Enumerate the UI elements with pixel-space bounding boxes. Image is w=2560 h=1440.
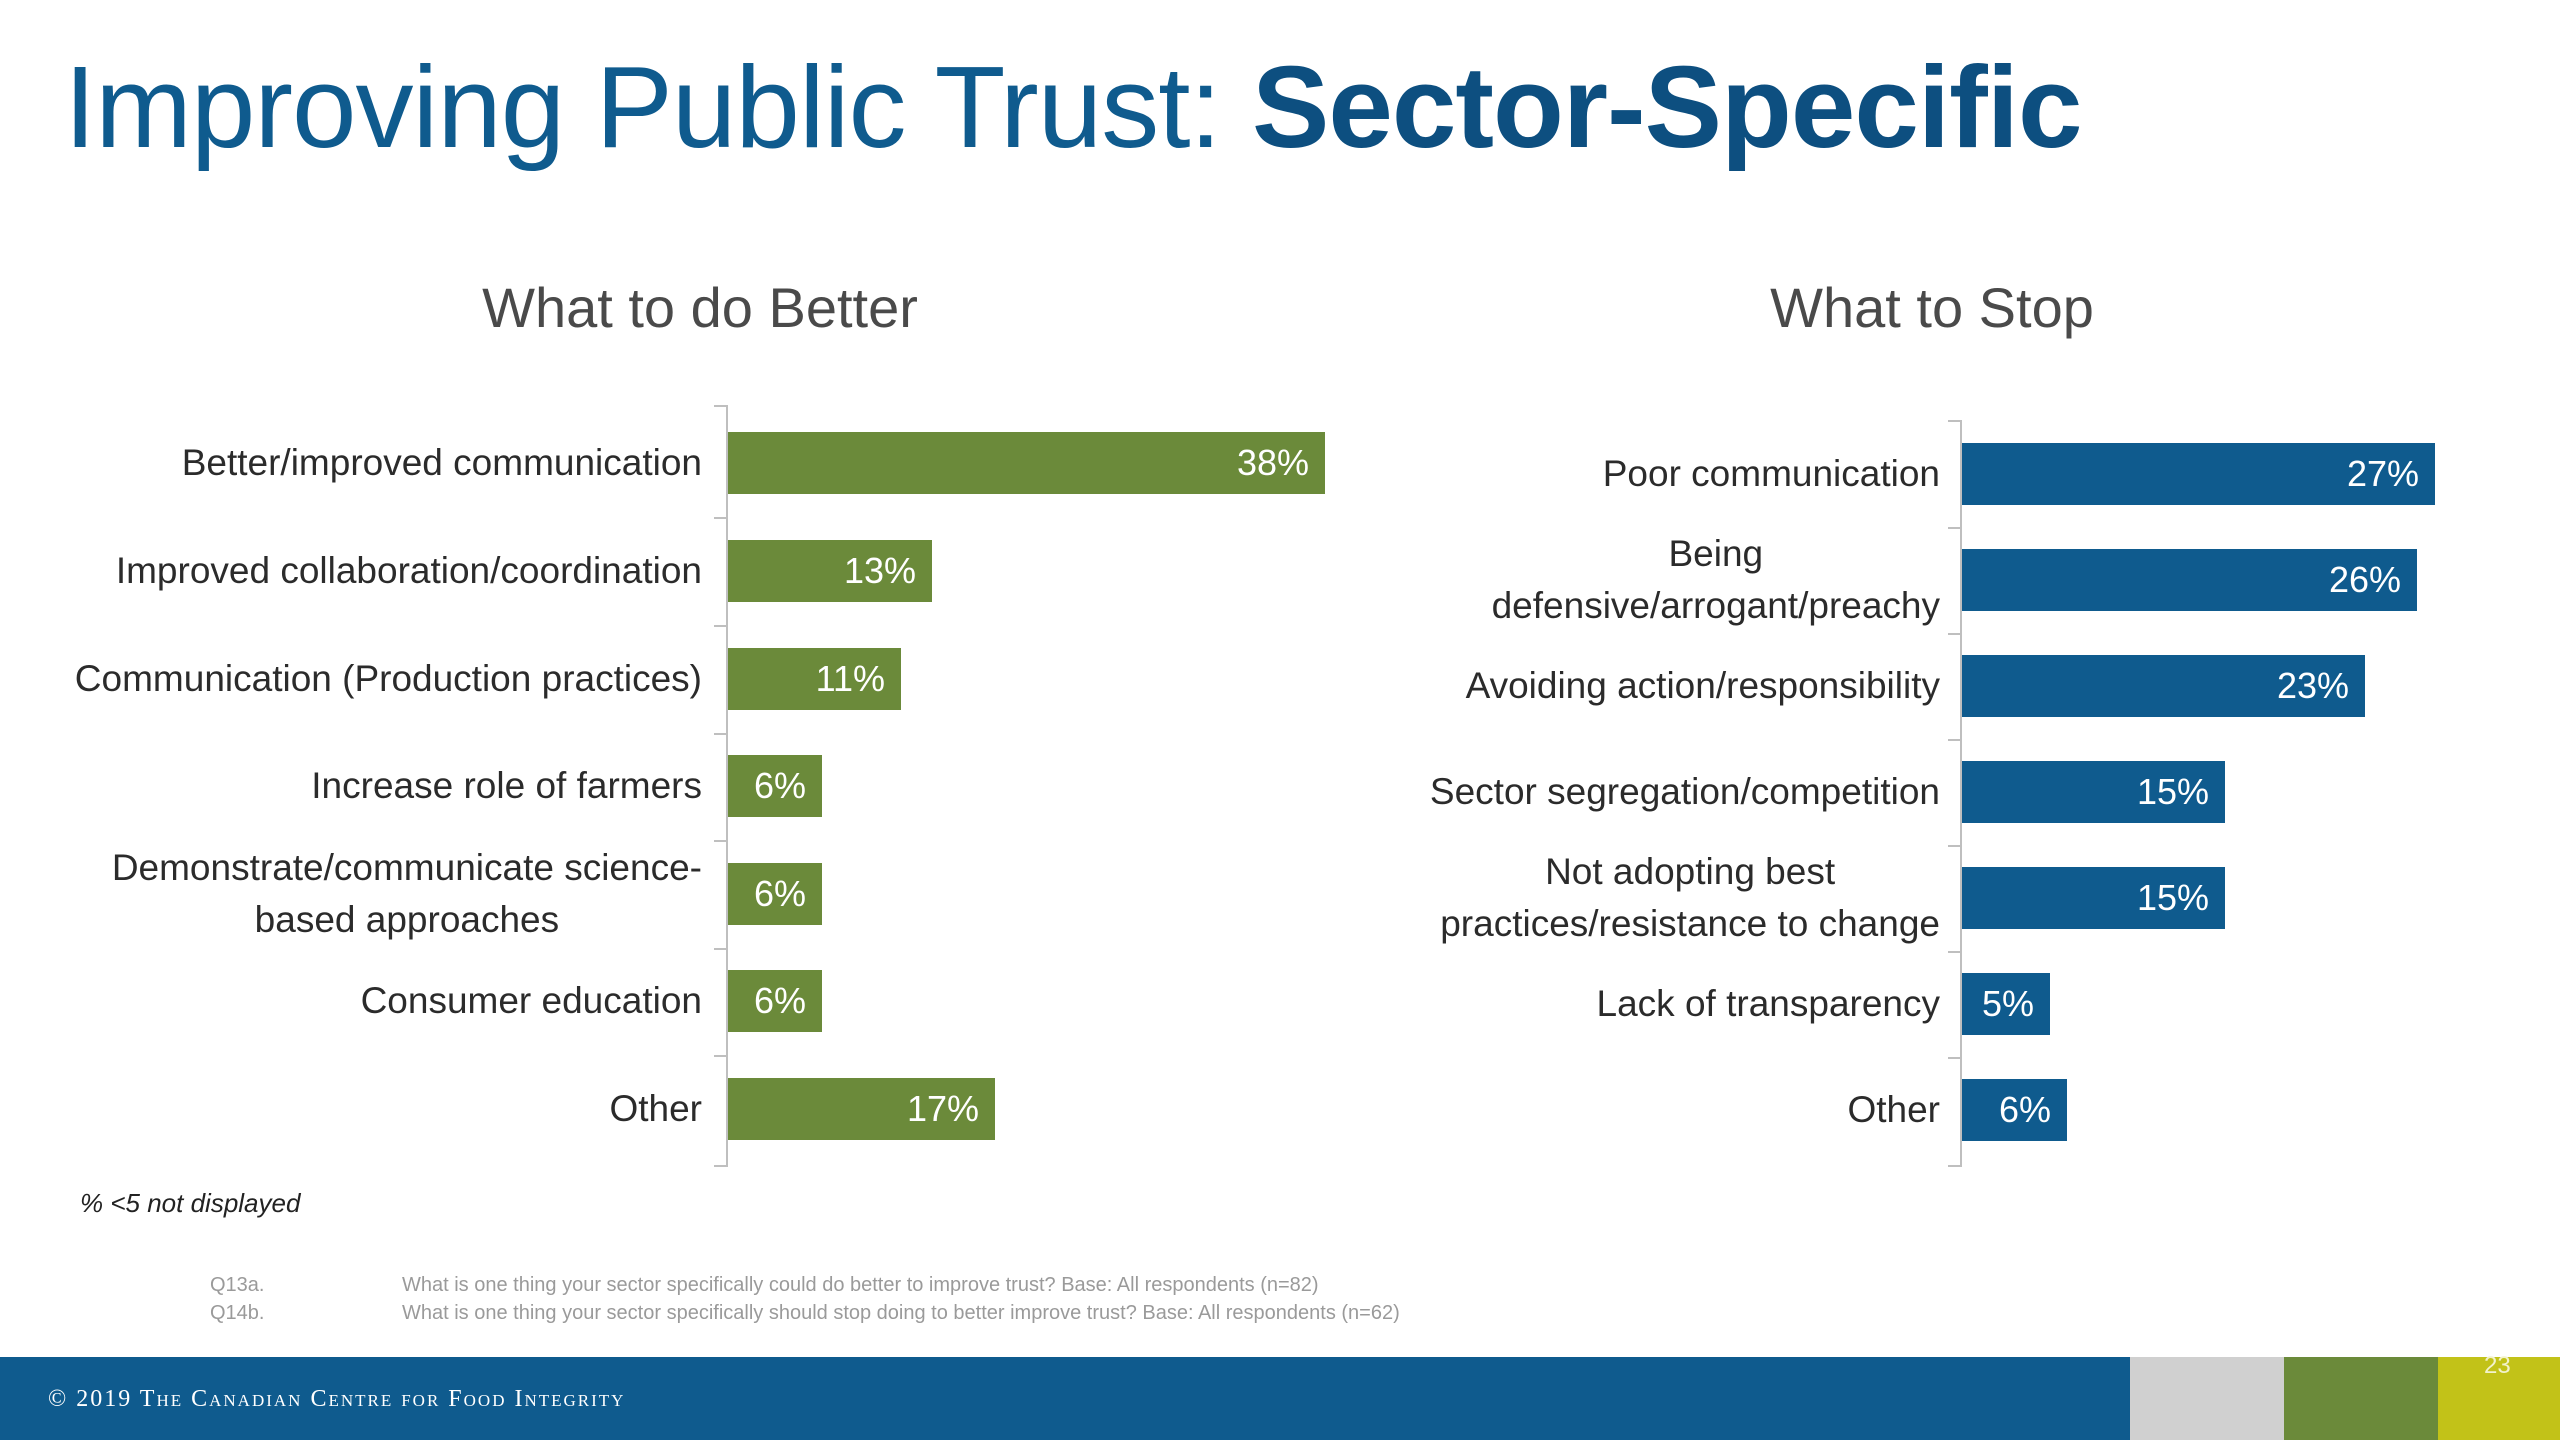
axis-tick xyxy=(714,517,728,519)
bar: 26% xyxy=(1962,549,2417,611)
bar-value-label: 15% xyxy=(2136,771,2209,812)
bar: 6% xyxy=(728,863,822,925)
axis-tick xyxy=(1948,1057,1962,1059)
category-label: Improved collaboration/coordination xyxy=(115,550,702,591)
bar: 15% xyxy=(1962,867,2225,929)
category-label: Sector segregation/competition xyxy=(1429,771,1940,812)
axis-tick xyxy=(714,625,728,627)
axis-tick xyxy=(1948,951,1962,953)
footer-block-gray xyxy=(2130,1357,2284,1440)
category-label: Not adopting best practices/resistance to… xyxy=(1440,851,1940,944)
slide-title-regular: Improving Public Trust: xyxy=(64,42,1252,172)
bar-value-label: 38% xyxy=(1236,442,1309,483)
footer-block-yellow xyxy=(2438,1357,2560,1440)
footer-copyright: © 2019 The Canadian Centre for Food Inte… xyxy=(48,1386,626,1412)
chart-title-stop: What to Stop xyxy=(1770,276,2094,339)
category-label: Other xyxy=(1847,1089,1940,1130)
axis-tick xyxy=(714,1055,728,1057)
bar: 13% xyxy=(728,540,932,602)
category-label: Better/improved communication xyxy=(181,442,702,483)
bar-value-label: 23% xyxy=(2276,665,2349,706)
bar: 23% xyxy=(1962,655,2365,717)
axis-tick xyxy=(1948,633,1962,635)
axis-tick xyxy=(1948,845,1962,847)
question-code: Q14b. xyxy=(210,1302,265,1324)
axis-tick xyxy=(1948,739,1962,741)
question-code: Q13a. xyxy=(210,1274,265,1296)
bar-value-label: 13% xyxy=(843,550,916,591)
question-text: What is one thing your sector specifical… xyxy=(402,1274,1319,1296)
category-label: Avoiding action/responsibility xyxy=(1465,665,1940,706)
bar: 27% xyxy=(1962,443,2435,505)
footnote: % <5 not displayed xyxy=(80,1188,301,1218)
bar: 15% xyxy=(1962,761,2225,823)
slide-title-bold: Sector-Specific xyxy=(1252,42,2083,172)
bar: 17% xyxy=(728,1078,995,1140)
bar: 6% xyxy=(728,970,822,1032)
category-label: Increase role of farmers xyxy=(311,765,702,806)
y-axis-line xyxy=(726,405,728,1165)
bar-value-label: 27% xyxy=(2346,453,2419,494)
axis-tick xyxy=(1948,420,1962,422)
axis-tick xyxy=(714,1165,728,1167)
bar-value-label: 6% xyxy=(753,980,806,1021)
bar-value-label: 6% xyxy=(753,873,806,914)
bar-value-label: 11% xyxy=(815,658,885,699)
category-label: Demonstrate/communicate science-based ap… xyxy=(111,847,702,940)
footer-bar xyxy=(0,1357,2130,1440)
y-axis-line xyxy=(1960,420,1962,1165)
slide-title: Improving Public Trust: Sector-Specific xyxy=(64,40,2083,174)
bar-value-label: 26% xyxy=(2328,559,2401,600)
axis-tick xyxy=(714,405,728,407)
axis-tick xyxy=(714,840,728,842)
category-label: Other xyxy=(609,1088,702,1129)
axis-tick xyxy=(1948,527,1962,529)
bar: 38% xyxy=(728,432,1325,494)
bar-value-label: 5% xyxy=(1981,983,2034,1024)
category-label: Communication (Production practices) xyxy=(74,658,702,699)
axis-tick xyxy=(714,733,728,735)
bar-value-label: 15% xyxy=(2136,877,2209,918)
category-label: Poor communication xyxy=(1602,453,1940,494)
bar: 6% xyxy=(728,755,822,817)
axis-tick xyxy=(1948,1165,1962,1167)
bar: 5% xyxy=(1962,973,2050,1035)
bar-value-label: 17% xyxy=(906,1088,979,1129)
category-label: Lack of transparency xyxy=(1596,983,1940,1024)
question-text: What is one thing your sector specifical… xyxy=(402,1302,1400,1324)
bar: 11% xyxy=(728,648,901,710)
bar-value-label: 6% xyxy=(1998,1089,2051,1130)
axis-tick xyxy=(714,948,728,950)
page-number: 23 xyxy=(2484,1352,2511,1379)
chart-title-better: What to do Better xyxy=(482,276,918,339)
category-label: Being defensive/arrogant/preachy xyxy=(1491,533,1940,626)
bar: 6% xyxy=(1962,1079,2067,1141)
footer-block-green xyxy=(2284,1357,2438,1440)
category-label: Consumer education xyxy=(360,980,702,1021)
bar-value-label: 6% xyxy=(753,765,806,806)
